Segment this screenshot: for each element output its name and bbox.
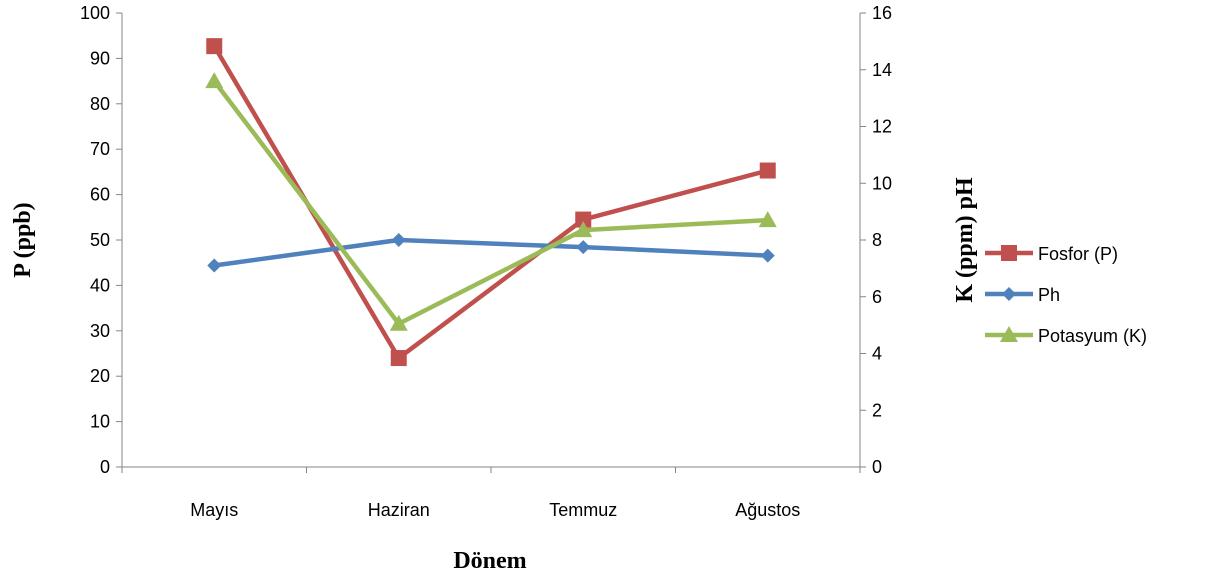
x-tick-label: Ağustos [735, 500, 800, 520]
x-axis-title: Dönem [453, 548, 526, 574]
y-left-tick-label: 60 [90, 185, 110, 205]
data-point [389, 314, 408, 331]
y-left-tick-label: 40 [90, 275, 110, 295]
y-left-tick-label: 50 [90, 230, 110, 250]
series-line [212, 44, 769, 361]
y-left-tick-label: 90 [90, 48, 110, 68]
y-right-tick-label: 8 [872, 230, 882, 250]
y-right-tick-label: 16 [872, 3, 892, 23]
series-layer [205, 38, 777, 367]
axes: 0 10 20 30 40 50 60 70 80 90 100 0 2 4 6 8 10 12 14 16 Mayıs… [80, 3, 892, 520]
y-left-tick-label: 80 [90, 94, 110, 114]
series-1 [207, 233, 775, 273]
legend-swatch-marker [1000, 326, 1018, 342]
series-0 [206, 38, 776, 367]
y-right-tick-label: 0 [872, 457, 882, 477]
legend-label: Ph [1038, 285, 1060, 305]
data-point [390, 350, 407, 367]
y-left-tick-label: 70 [90, 139, 110, 159]
y-axis-right-title: K (ppm) pH [952, 177, 978, 303]
y-right-tick-label: 14 [872, 60, 892, 80]
data-point [575, 211, 592, 228]
data-point [574, 221, 593, 238]
legend-item: Potasyum (K) [985, 326, 1147, 346]
y-left-tick-label: 30 [90, 321, 110, 341]
y-left-tick-label: 100 [80, 3, 110, 23]
data-point [759, 162, 776, 179]
x-tick-label: Haziran [368, 500, 430, 520]
y-axis-left-title: P (ppb) [10, 202, 36, 277]
data-point [206, 38, 223, 55]
data-point [576, 240, 591, 255]
legend-swatch-marker [1002, 287, 1016, 301]
legend-label: Fosfor (P) [1038, 244, 1118, 264]
series-2 [205, 72, 777, 331]
legend-swatch-marker [1001, 245, 1017, 261]
series-line [212, 79, 768, 326]
legend-label: Potasyum (K) [1038, 326, 1147, 346]
data-point [207, 258, 222, 273]
legend-item: Ph [985, 285, 1060, 305]
y-right-tick-label: 12 [872, 117, 892, 137]
y-right-tick-label: 10 [872, 173, 892, 193]
x-tick-label: Mayıs [190, 500, 238, 520]
data-point [760, 248, 775, 263]
y-left-tick-label: 10 [90, 412, 110, 432]
legend-item: Fosfor (P) [985, 244, 1118, 264]
data-point [205, 72, 224, 89]
y-left-tick-label: 20 [90, 366, 110, 386]
y-right-tick-label: 2 [872, 400, 882, 420]
y-right-tick-label: 4 [872, 344, 882, 364]
x-tick-label: Temmuz [549, 500, 617, 520]
legend: Fosfor (P) Ph Potasyum (K) [985, 244, 1147, 346]
series-line [213, 237, 768, 268]
data-point [758, 211, 777, 228]
data-point [391, 233, 406, 247]
y-right-tick-label: 6 [872, 287, 882, 307]
y-left-tick-label: 0 [100, 457, 110, 477]
